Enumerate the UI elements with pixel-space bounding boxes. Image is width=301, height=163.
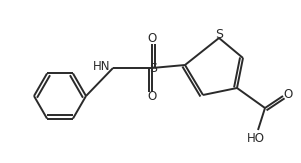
Text: O: O: [147, 90, 157, 104]
Text: HN: HN: [92, 60, 110, 74]
Text: HO: HO: [247, 132, 265, 145]
Text: S: S: [215, 29, 223, 42]
Text: S: S: [149, 61, 157, 74]
Text: O: O: [147, 32, 157, 45]
Text: O: O: [283, 88, 293, 101]
